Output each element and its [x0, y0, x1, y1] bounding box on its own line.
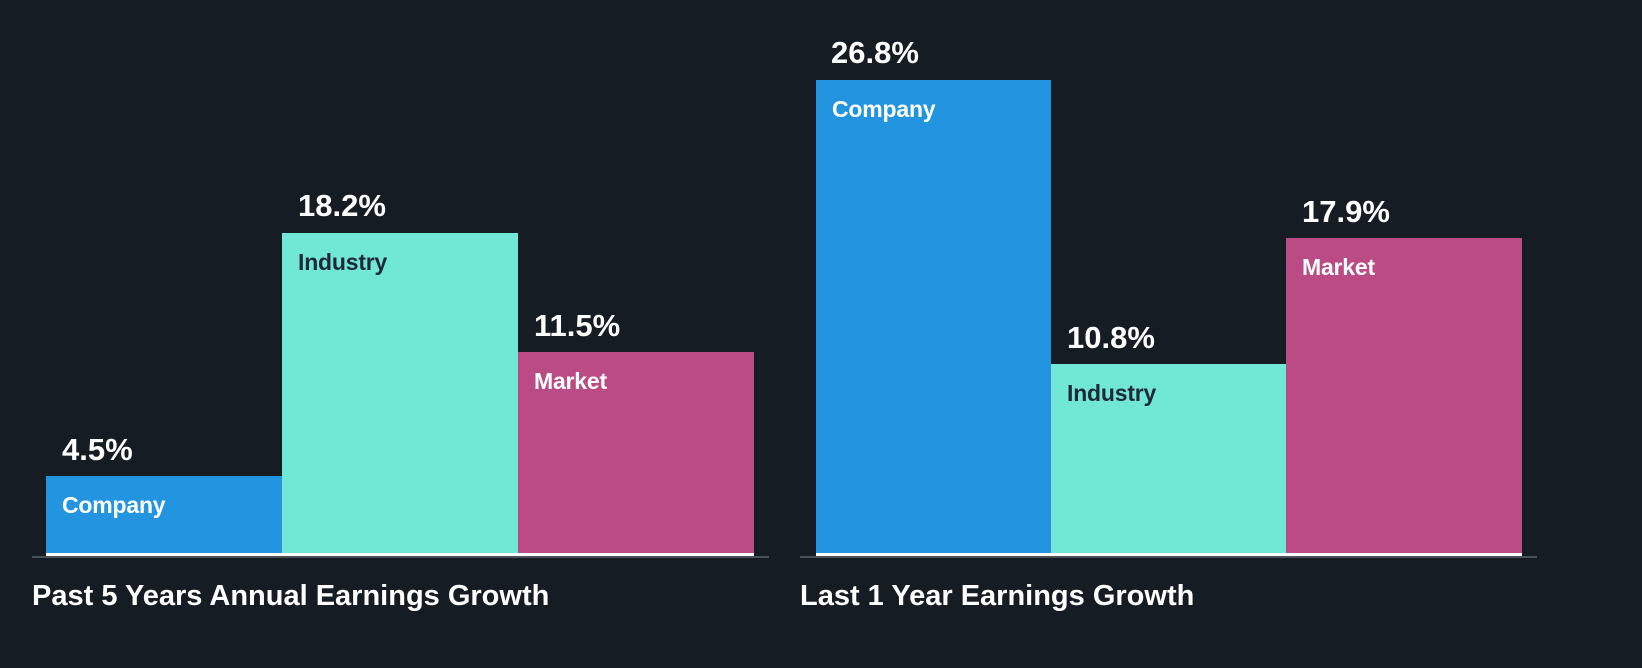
left-market-value: 11.5% — [534, 308, 621, 343]
left-market-bar: Market — [518, 352, 754, 556]
left-industry-label: Industry — [298, 249, 388, 275]
right-industry-label: Industry — [1067, 380, 1157, 406]
left-industry-value: 18.2% — [298, 188, 386, 223]
right-industry-bar: Industry — [1051, 364, 1286, 556]
right-market-label: Market — [1302, 254, 1375, 280]
right-company-label: Company — [832, 96, 936, 122]
left-market-label: Market — [534, 368, 607, 394]
left-company-bar: Company — [46, 476, 282, 556]
left-industry-bar: Industry — [282, 233, 518, 556]
right-company-value: 26.8% — [831, 35, 919, 70]
right-company-bar: Company — [816, 80, 1051, 556]
left-axis-line — [32, 556, 769, 558]
right-axis-line — [800, 556, 1537, 558]
right-market-value: 17.9% — [1302, 194, 1390, 229]
right-industry-value: 10.8% — [1067, 320, 1155, 355]
left-company-label: Company — [62, 492, 166, 518]
left-company-value: 4.5% — [62, 432, 133, 467]
right-market-bar: Market — [1286, 238, 1522, 556]
left-chart-title: Past 5 Years Annual Earnings Growth — [32, 580, 550, 612]
right-chart-title: Last 1 Year Earnings Growth — [800, 580, 1195, 612]
